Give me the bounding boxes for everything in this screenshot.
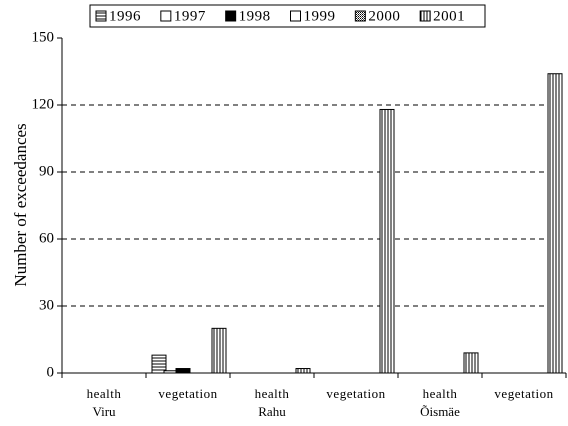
group-label: Rahu (258, 404, 286, 419)
bar (379, 108, 395, 374)
legend-swatch (95, 10, 107, 22)
bar (547, 73, 563, 374)
x-tick-label: vegetation (494, 386, 553, 401)
legend-label: 2001 (433, 8, 465, 24)
legend-swatch (290, 10, 301, 22)
legend-swatch (160, 10, 172, 22)
legend-swatch (225, 10, 237, 22)
legend-box (89, 4, 486, 28)
legend-label: 1996 (109, 8, 141, 24)
legend-swatch (354, 10, 366, 22)
y-tick-label: 120 (32, 96, 55, 112)
bar (295, 368, 311, 374)
group-label: Viru (92, 404, 116, 419)
y-tick-label: 150 (32, 29, 55, 45)
x-tick-label: health (87, 386, 122, 401)
x-tick-label: health (423, 386, 458, 401)
bar (211, 327, 227, 374)
legend-swatch (419, 10, 431, 22)
legend-label: 1997 (174, 8, 206, 24)
bar (151, 354, 167, 374)
bar (463, 352, 479, 374)
legend-label: 1998 (239, 8, 271, 24)
legend-label: 2000 (368, 8, 400, 24)
bar (175, 368, 191, 374)
x-tick-label: vegetation (158, 386, 217, 401)
y-tick-label: 30 (39, 297, 54, 313)
legend-label: 1999 (304, 8, 336, 24)
y-tick-label: 90 (39, 163, 54, 179)
x-tick-label: vegetation (326, 386, 385, 401)
y-axis-label: Number of exceedances (11, 123, 30, 286)
y-tick-label: 60 (39, 230, 54, 246)
x-tick-label: health (255, 386, 290, 401)
group-label: Õismäe (420, 404, 460, 419)
y-tick-label: 0 (47, 364, 55, 380)
